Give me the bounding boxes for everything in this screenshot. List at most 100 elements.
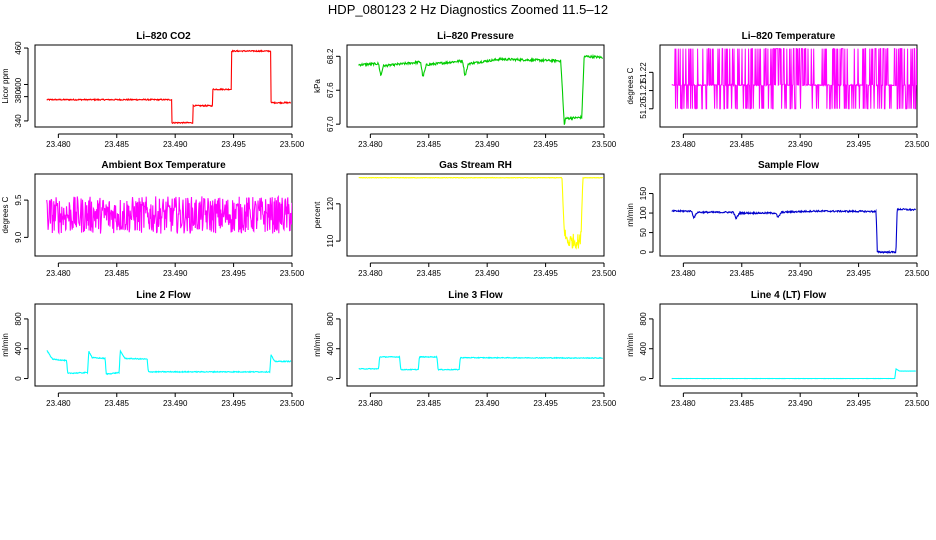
- y-tick-label: 400: [14, 342, 23, 356]
- x-tick-label: 23.480: [46, 140, 71, 149]
- series-line: [358, 176, 603, 250]
- y-axis-label: ml/min: [626, 203, 635, 227]
- chart-title: Ambient Box Temperature: [101, 160, 226, 171]
- y-tick-label: 340: [14, 114, 23, 128]
- x-tick-label: 23.480: [46, 399, 71, 408]
- y-tick-label: 51.21: [639, 80, 648, 101]
- chart-title: Line 4 (LT) Flow: [751, 290, 827, 301]
- x-tick-label: 23.495: [846, 399, 871, 408]
- y-tick-label: 150: [639, 186, 648, 200]
- plot-frame: [346, 44, 605, 128]
- chart-panel-9: Line 4 (LT) Flow 23.480 23.485 23.490 23.495…: [626, 290, 930, 408]
- series-line: [671, 367, 916, 380]
- series-line: [358, 355, 603, 371]
- x-tick-label: 23.490: [788, 140, 813, 149]
- x-tick-label: 23.500: [280, 269, 305, 278]
- chart-panel-5: Gas Stream RH 23.480 23.485 23.490 23.495 23.…: [313, 160, 617, 278]
- x-tick-label: 23.495: [221, 140, 246, 149]
- y-tick-label: 100: [639, 206, 648, 220]
- series-line: [671, 48, 917, 110]
- x-tick-label: 23.490: [475, 140, 500, 149]
- x-tick-label: 23.485: [417, 269, 442, 278]
- chart-title: Gas Stream RH: [439, 160, 512, 171]
- y-tick-label: 400: [639, 342, 648, 356]
- y-axis-label: ml/min: [313, 333, 322, 357]
- chart-panel-3: Li–820 Temperature 23.480 23.485 23.490 23.4…: [626, 31, 930, 149]
- y-axis-label: percent: [313, 201, 322, 228]
- chart-title: Li–820 CO2: [136, 31, 191, 42]
- y-tick-label: 110: [326, 234, 335, 247]
- x-tick-label: 23.500: [905, 399, 930, 408]
- x-tick-label: 23.480: [46, 269, 71, 278]
- x-tick-label: 23.500: [280, 399, 305, 408]
- y-tick-label: 9.0: [14, 231, 23, 243]
- y-axis-label: Licor ppm: [1, 68, 10, 103]
- chart-title: Li–820 Pressure: [437, 31, 514, 42]
- x-tick-label: 23.480: [358, 140, 383, 149]
- x-tick-label: 23.495: [846, 269, 871, 278]
- x-tick-label: 23.490: [163, 269, 188, 278]
- x-tick-label: 23.490: [475, 399, 500, 408]
- x-tick-label: 23.500: [592, 140, 617, 149]
- series-line: [358, 53, 603, 125]
- series-line: [671, 207, 917, 254]
- y-tick-label: 380: [14, 89, 23, 103]
- plot-frame: [34, 44, 293, 128]
- chart-panel-4: Ambient Box Temperature 23.480 23.485 23.49…: [1, 160, 305, 278]
- y-axis-label: ml/min: [626, 333, 635, 357]
- x-tick-label: 23.485: [730, 399, 755, 408]
- y-tick-label: 51.22: [639, 62, 648, 83]
- series-line: [46, 349, 292, 376]
- x-tick-label: 23.495: [533, 399, 558, 408]
- x-tick-label: 23.495: [533, 269, 558, 278]
- x-tick-label: 23.480: [358, 269, 383, 278]
- x-tick-label: 23.485: [105, 399, 130, 408]
- plot-frame: [346, 173, 605, 257]
- y-tick-label: 800: [326, 312, 335, 326]
- x-tick-label: 23.500: [592, 269, 617, 278]
- x-tick-label: 23.500: [280, 140, 305, 149]
- y-tick-label: 50: [639, 228, 648, 237]
- y-tick-label: 0: [639, 376, 648, 381]
- y-axis-label: degrees C: [626, 67, 635, 104]
- y-tick-label: 68.2: [326, 48, 335, 64]
- plot-frame: [659, 44, 918, 128]
- chart-title: Sample Flow: [758, 160, 819, 171]
- y-tick-label: 9.5: [14, 194, 23, 206]
- x-tick-label: 23.485: [417, 399, 442, 408]
- x-tick-label: 23.495: [846, 140, 871, 149]
- y-tick-label: 67.0: [326, 116, 335, 132]
- x-tick-label: 23.485: [105, 140, 130, 149]
- y-tick-label: 0: [326, 376, 335, 381]
- plot-frame: [659, 303, 918, 387]
- chart-title: Line 2 Flow: [136, 290, 191, 301]
- y-axis-label: kPa: [313, 79, 322, 93]
- y-tick-label: 800: [14, 312, 23, 326]
- x-tick-label: 23.490: [163, 140, 188, 149]
- chart-title: Line 3 Flow: [448, 290, 503, 301]
- x-tick-label: 23.485: [730, 269, 755, 278]
- chart-panel-2: Li–820 Pressure 23.480 23.485 23.490 23.495 2…: [313, 31, 617, 149]
- x-tick-label: 23.490: [788, 269, 813, 278]
- y-tick-label: 400: [326, 342, 335, 356]
- y-tick-label: 51.20: [639, 98, 648, 119]
- x-tick-label: 23.490: [788, 399, 813, 408]
- plot-frame: [659, 173, 918, 257]
- y-axis-label: ml/min: [1, 333, 10, 357]
- chart-panel-1: Li–820 CO2 23.480 23.485 23.490 23.495 23.500…: [1, 31, 305, 149]
- y-tick-label: 120: [326, 197, 335, 211]
- plot-frame: [34, 303, 293, 387]
- series-line: [46, 49, 292, 125]
- series-line: [46, 194, 292, 235]
- chart-panel-6: Sample Flow 23.480 23.485 23.490 23.495 23.50…: [626, 160, 930, 278]
- x-tick-label: 23.485: [730, 140, 755, 149]
- x-tick-label: 23.480: [671, 269, 696, 278]
- x-tick-label: 23.480: [671, 399, 696, 408]
- y-tick-label: 67.6: [326, 82, 335, 98]
- x-tick-label: 23.480: [358, 399, 383, 408]
- x-tick-label: 23.480: [671, 140, 696, 149]
- page-title: HDP_080123 2 Hz Diagnostics Zoomed 11.5–…: [327, 2, 609, 17]
- chart-panel-8: Line 3 Flow 23.480 23.485 23.490 23.495 23.50…: [313, 290, 617, 408]
- x-tick-label: 23.500: [905, 140, 930, 149]
